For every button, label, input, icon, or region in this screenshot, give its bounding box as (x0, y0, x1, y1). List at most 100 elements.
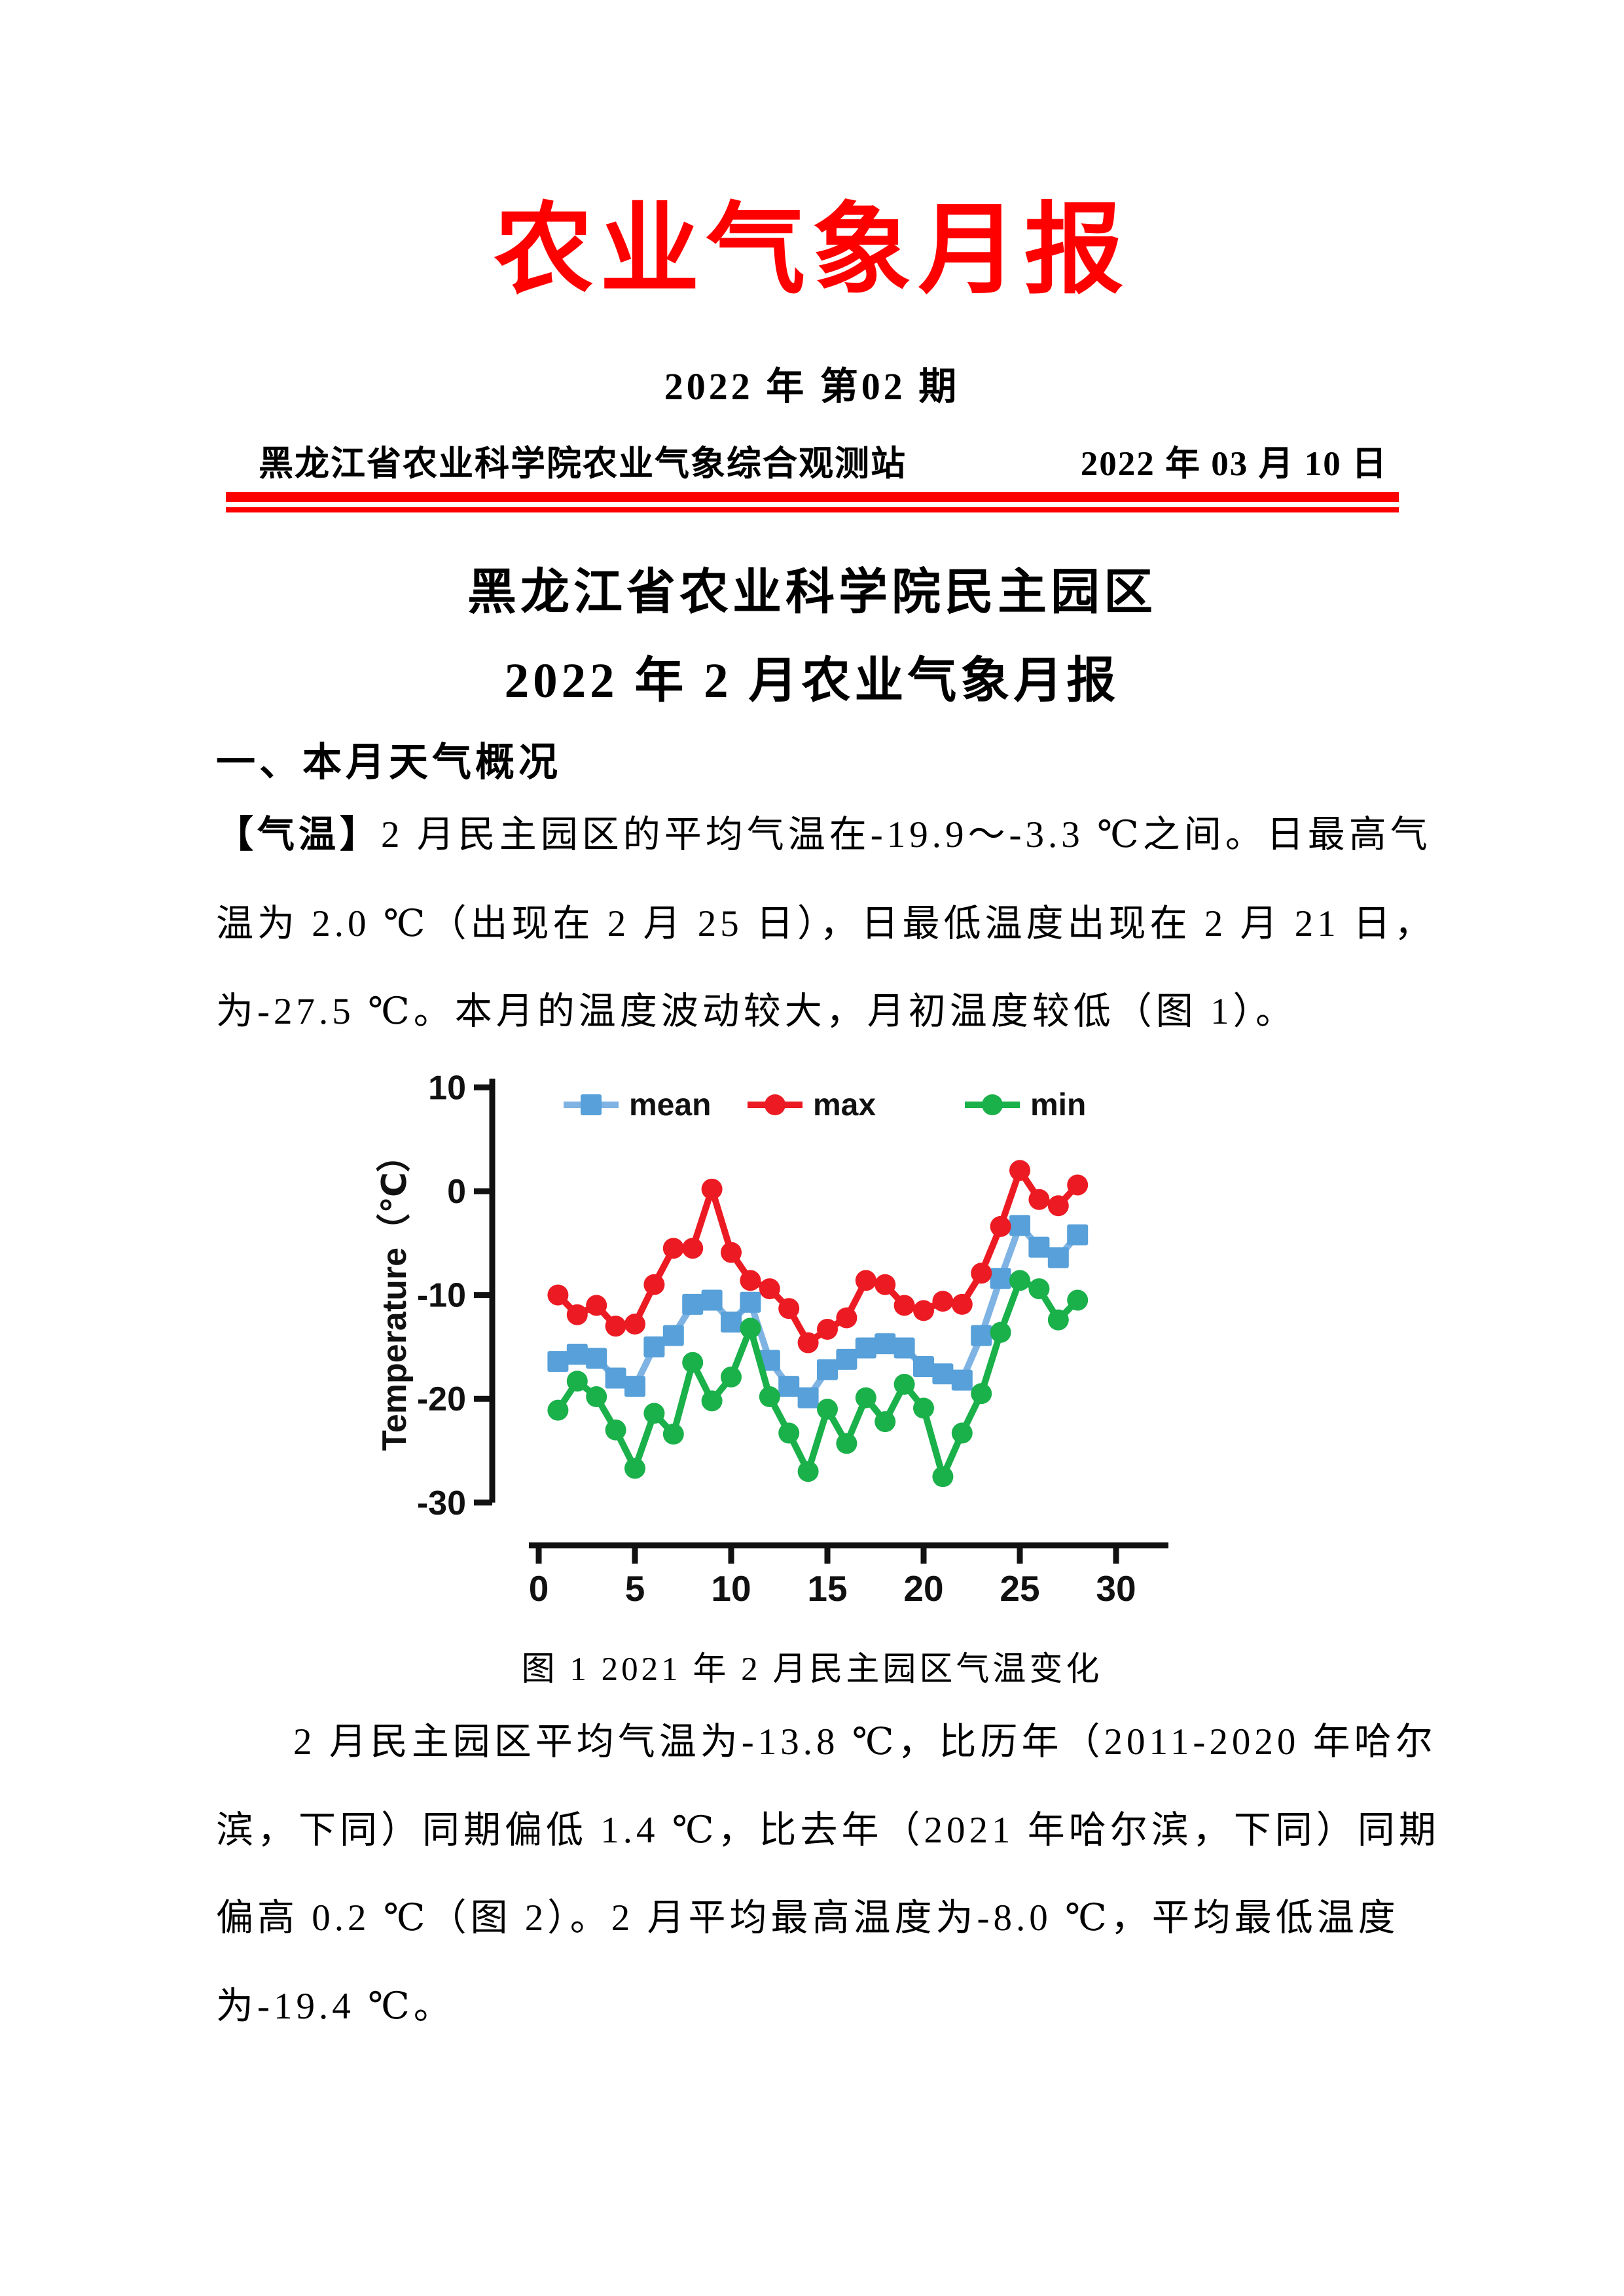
series-mean-marker (624, 1376, 645, 1397)
x-tick-label: 5 (625, 1568, 645, 1609)
series-max-marker (855, 1270, 876, 1291)
series-mean-marker (701, 1289, 723, 1311)
series-max-marker (778, 1298, 800, 1319)
series-max-marker (566, 1304, 588, 1325)
series-mean-marker (990, 1268, 1011, 1289)
series-mean-marker (971, 1325, 992, 1346)
y-axis-title: Temperature（℃） (376, 1138, 414, 1451)
red-divider-thick (226, 492, 1399, 502)
legend-mean-label: mean (629, 1088, 711, 1122)
paragraph-2-line-1: 2 月民主园区平均气温为-13.8 ℃，比历年（2011-2020 年哈尔 (293, 1721, 1437, 1763)
paragraph-2-line-4: 为-19.4 ℃。 (216, 1986, 455, 2027)
series-mean-marker (740, 1291, 761, 1313)
series-min-marker (701, 1390, 723, 1412)
park-heading: 黑龙江省农业科学院民主园区 (467, 565, 1157, 620)
series-min-marker (643, 1403, 665, 1424)
series-min-marker (682, 1352, 704, 1373)
series-min-marker (759, 1386, 780, 1408)
series-max-marker (605, 1316, 626, 1337)
series-max-marker (951, 1293, 973, 1315)
series-mean-marker (566, 1344, 588, 1365)
series-mean-marker (797, 1387, 819, 1408)
series-min-marker (893, 1373, 915, 1395)
paragraph-2-line-2: 滨，下同）同期偏低 1.4 ℃，比去年（2021 年哈尔滨，下同）同期 (216, 1810, 1440, 1851)
paragraph-1-line-1-text: 2 月民主园区的平均气温在-19.9～-3.3 ℃之间。日最高气 (381, 814, 1432, 855)
series-mean-marker (605, 1367, 626, 1389)
series-max-marker (1028, 1189, 1050, 1210)
series-mean-marker (951, 1369, 973, 1391)
series-mean-marker (817, 1359, 838, 1380)
series-max-marker (740, 1270, 761, 1291)
y-tick-label: 10 (428, 1069, 466, 1107)
series-max-marker (547, 1284, 569, 1306)
red-divider (226, 492, 1399, 512)
series-mean-marker (643, 1336, 665, 1357)
series-mean-marker (778, 1376, 800, 1397)
series-min-marker (932, 1466, 954, 1488)
report-date: 2022 年 03 月 10 日 (1080, 445, 1388, 483)
series-min-marker (662, 1424, 684, 1445)
y-tick-label: -10 (417, 1277, 466, 1315)
y-tick-label: -30 (417, 1484, 466, 1522)
series-mean-line (554, 1222, 1081, 1401)
series-mean-marker (759, 1350, 780, 1371)
series-min-marker (1028, 1278, 1050, 1300)
series-min-line (554, 1277, 1081, 1480)
series-max-marker (932, 1291, 954, 1312)
series-mean-marker (662, 1325, 684, 1346)
y-tick-label: -20 (417, 1380, 466, 1418)
series-mean-marker (1009, 1215, 1030, 1236)
series-mean-marker (893, 1337, 915, 1359)
series-max-line (554, 1167, 1081, 1346)
legend-min-label: min (1030, 1088, 1086, 1122)
legend-max-marker (765, 1094, 785, 1115)
series-min-marker (605, 1419, 626, 1441)
legend-min-marker (982, 1094, 1003, 1115)
red-divider-thin (226, 507, 1399, 512)
series-min-marker (721, 1366, 742, 1388)
series-min-marker (971, 1383, 992, 1405)
x-tick-label: 15 (807, 1568, 847, 1609)
station-name: 黑龙江省农业科学院农业气象综合观测站 (259, 445, 907, 483)
series-max-marker (971, 1263, 992, 1284)
series-max-marker (586, 1295, 607, 1316)
paragraph-1-line-2: 温为 2.0 ℃（出现在 2 月 25 日），日最低温度出现在 2 月 21 日… (216, 903, 1436, 944)
month-report-heading: 2022 年 2 月农业气象月报 (504, 654, 1120, 708)
series-mean-marker (1067, 1224, 1089, 1246)
series-mean-marker (1047, 1247, 1069, 1268)
series-max-marker (817, 1318, 838, 1340)
series-min-marker (778, 1422, 800, 1444)
series-min-marker (740, 1318, 761, 1339)
x-tick-label: 10 (711, 1568, 751, 1609)
series-mean-marker (875, 1333, 896, 1355)
series-min-marker (1047, 1309, 1069, 1331)
series-min-marker (797, 1461, 819, 1482)
x-tick-label: 30 (1096, 1568, 1136, 1609)
series-max-marker (893, 1295, 915, 1316)
legend-mean-marker (581, 1094, 602, 1115)
series-mean-marker (913, 1356, 934, 1378)
series-mean-marker (1028, 1236, 1050, 1258)
paragraph-1-line-3: 为-27.5 ℃。本月的温度波动较大，月初温度较低（图 1）。 (216, 991, 1297, 1032)
series-max-marker (875, 1274, 896, 1295)
series-min-marker (990, 1321, 1011, 1343)
series-mean-marker (586, 1348, 607, 1369)
series-mean-marker (836, 1348, 857, 1370)
series-min-marker (586, 1386, 607, 1408)
series-min-marker (817, 1399, 838, 1420)
series-max-marker (721, 1242, 742, 1263)
series-min-marker (875, 1411, 896, 1433)
series-mean-marker (682, 1293, 704, 1315)
series-mean-marker (721, 1311, 742, 1333)
report-title: 农业气象月报 (494, 196, 1130, 306)
section-1-heading: 一、本月天气概况 (216, 741, 562, 784)
series-max-marker (797, 1332, 819, 1354)
series-mean-marker (932, 1363, 954, 1385)
series-max-marker (836, 1307, 857, 1329)
series-max-marker (624, 1314, 645, 1335)
series-min-marker (836, 1433, 857, 1454)
header-row: 黑龙江省农业科学院农业气象综合观测站 2022 年 03 月 10 日 (259, 436, 1388, 486)
series-mean-marker (855, 1337, 876, 1359)
series-max-marker (1067, 1174, 1089, 1196)
